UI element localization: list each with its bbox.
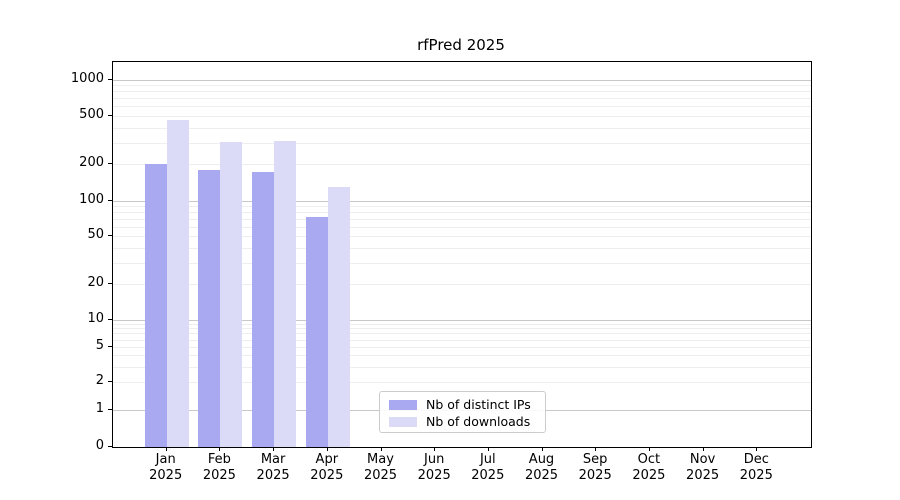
gridline [113, 355, 811, 357]
y-tick-mark [108, 318, 112, 320]
y-tick-label: 0 [95, 438, 104, 453]
gridline [113, 283, 811, 285]
y-tick-mark [108, 446, 112, 447]
bar [305, 216, 328, 447]
gridline [113, 79, 811, 81]
y-tick-label: 500 [79, 106, 104, 122]
x-tick-mark [434, 447, 436, 451]
y-tick-mark [108, 235, 112, 237]
y-tick-mark [108, 345, 112, 347]
y-tick-label: 2 [95, 373, 104, 389]
x-tick-mark [326, 447, 328, 451]
gridline [113, 366, 811, 368]
gridline [113, 328, 811, 330]
x-tick-mark [648, 447, 650, 451]
y-tick-label: 100 [79, 191, 104, 207]
gridline [113, 346, 811, 348]
y-tick-label: 1000 [70, 70, 104, 86]
x-tick-label: Aug 2025 [524, 452, 559, 483]
x-tick-label: Sep 2025 [578, 452, 612, 483]
legend-item: Nb of distinct IPs [389, 396, 539, 413]
x-tick-mark [165, 447, 167, 451]
x-tick-mark [219, 447, 221, 451]
x-tick-label: Oct 2025 [632, 452, 666, 483]
x-tick-label: Jun 2025 [417, 452, 451, 483]
distinct-ips-swatch-icon [389, 399, 417, 410]
legend-item: Nb of downloads [389, 413, 539, 430]
x-tick-label: Dec 2025 [739, 452, 773, 483]
plot-area [112, 61, 812, 448]
gridline [113, 115, 811, 117]
bar [166, 120, 189, 447]
gridline [113, 236, 811, 238]
x-tick-label: Mar 2025 [256, 452, 290, 483]
legend: Nb of distinct IPs Nb of downloads [379, 391, 546, 433]
x-tick-label: May 2025 [363, 452, 398, 483]
x-tick-mark [273, 447, 275, 451]
bar [198, 170, 221, 447]
gridline [113, 382, 811, 384]
legend-label: Nb of downloads [426, 414, 531, 429]
gridline [113, 212, 811, 213]
y-tick-label: 20 [87, 274, 104, 290]
gridline [113, 218, 811, 220]
x-tick-mark [380, 447, 382, 451]
chart-title: rfPred 2025 [417, 36, 505, 54]
bar [220, 142, 243, 447]
gridline [113, 339, 811, 341]
gridline [113, 142, 811, 144]
y-tick-mark [108, 408, 112, 410]
gridline [113, 127, 811, 129]
y-tick-mark [108, 199, 112, 201]
gridline [113, 106, 811, 108]
gridline [113, 323, 811, 325]
gridline [113, 200, 811, 202]
x-tick-mark [702, 447, 704, 451]
gridline [113, 226, 811, 228]
downloads-swatch-icon [389, 416, 417, 427]
y-tick-label: 1 [95, 400, 104, 416]
gridline [113, 319, 811, 321]
x-tick-mark [541, 447, 543, 451]
x-tick-label: Apr 2025 [310, 452, 344, 483]
gridline [113, 247, 811, 249]
x-tick-label: Feb 2025 [202, 452, 236, 483]
bar [327, 187, 350, 447]
y-tick-mark [108, 114, 112, 116]
y-tick-mark [108, 381, 112, 383]
gridline [113, 262, 811, 264]
x-tick-mark [595, 447, 597, 451]
x-tick-label: Jul 2025 [471, 452, 505, 483]
x-tick-label: Nov 2025 [686, 452, 720, 483]
bar [252, 172, 275, 447]
gridline [113, 333, 811, 335]
gridline [113, 205, 811, 207]
x-tick-mark [487, 447, 489, 451]
gridline [113, 91, 811, 93]
gridline [113, 85, 811, 86]
x-tick-mark [756, 447, 758, 451]
x-tick-label: Jan 2025 [149, 452, 183, 483]
y-tick-label: 5 [95, 337, 104, 353]
y-tick-label: 200 [79, 155, 104, 171]
gridline [113, 98, 811, 100]
legend-label: Nb of distinct IPs [426, 397, 531, 412]
bar [274, 141, 297, 447]
y-tick-mark [108, 163, 112, 165]
y-tick-label: 50 [87, 227, 104, 243]
y-tick-mark [108, 282, 112, 284]
y-tick-mark [108, 78, 112, 80]
gridline [113, 164, 811, 166]
bar [144, 164, 167, 447]
y-tick-label: 10 [87, 310, 104, 326]
